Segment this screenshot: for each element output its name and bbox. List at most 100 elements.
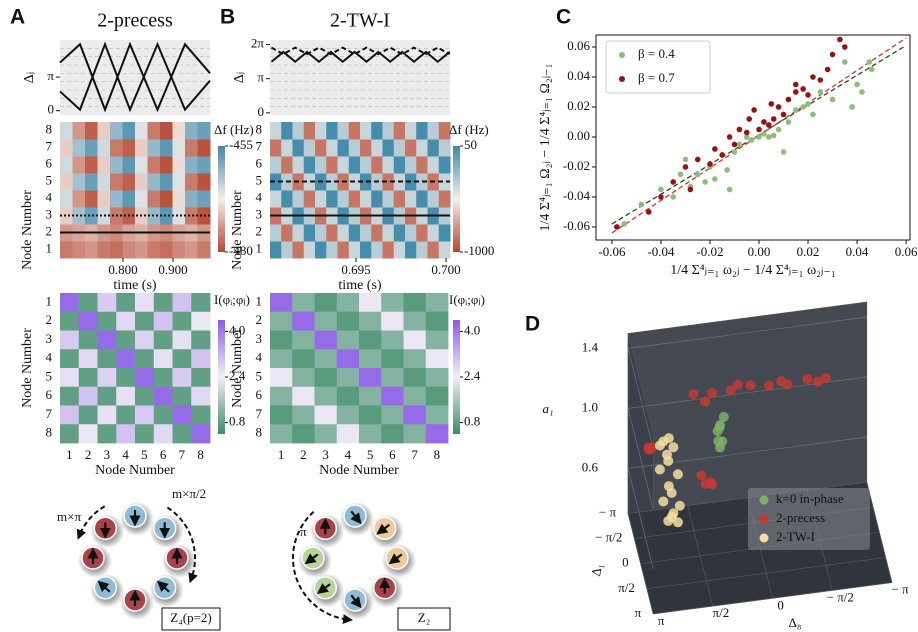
heatmap-cell — [122, 241, 136, 259]
heatmap-cell — [110, 156, 123, 174]
colorbar-tick-label: 2.4 — [464, 368, 481, 383]
x-tick-label: 0.695 — [341, 262, 370, 277]
legend-swatch — [759, 533, 769, 543]
heatmap-cell — [337, 190, 350, 208]
x-axis-label: time (s) — [113, 278, 156, 293]
x-tick-label: 1 — [66, 447, 73, 462]
colorbar — [218, 320, 225, 434]
matrix-cell — [135, 405, 155, 425]
grid-line — [627, 316, 867, 450]
matrix-cell — [172, 424, 192, 444]
heatmap-cell — [382, 173, 395, 191]
scatter-point — [658, 186, 664, 193]
matrix-cell — [336, 349, 360, 369]
colorbar — [453, 146, 460, 252]
y-axis-label: Δ₁ — [588, 562, 605, 577]
matrix-cell — [191, 368, 211, 388]
matrix-cell — [60, 386, 80, 406]
matrix-cell — [97, 386, 117, 406]
heatmap-cell — [326, 156, 338, 174]
heatmap-cell — [281, 122, 293, 140]
heatmap-cell — [281, 224, 293, 242]
y-tick-label: 0.06 — [567, 38, 590, 53]
x-tick-label: 3 — [322, 447, 329, 462]
x-tick-label: 5 — [141, 447, 148, 462]
heatmap-cell — [360, 139, 372, 157]
matrix-cell — [270, 311, 293, 331]
state-box — [397, 607, 451, 631]
y-tick-label: 4 — [46, 350, 53, 365]
matrix-cell — [314, 405, 338, 425]
colorbar-tick-label: 0.8 — [229, 414, 245, 429]
matrix-cell — [359, 330, 382, 350]
matrix-cell — [336, 311, 360, 331]
matrix-cell — [314, 368, 338, 388]
heatmap-cell — [135, 122, 148, 140]
matrix-cell — [425, 349, 449, 369]
scatter3d-point — [666, 511, 677, 522]
heatmap-cell — [438, 156, 451, 174]
heatmap-cell — [281, 241, 293, 259]
scatter-point — [670, 179, 677, 185]
y-tick-label: 8 — [46, 425, 53, 440]
heatmap-cell — [85, 122, 98, 140]
heatmap-cell — [60, 156, 73, 174]
heatmap-cell — [292, 241, 305, 259]
x-tick-label: 6 — [389, 447, 396, 462]
phase-trace — [59, 41, 211, 113]
scatter-point — [841, 59, 848, 65]
matrix-cell — [314, 330, 338, 350]
y-tick-label: π — [257, 70, 264, 85]
x-tick-label: 7 — [179, 447, 186, 462]
plot-background — [270, 40, 450, 115]
matrix-cell — [172, 311, 192, 331]
heatmap-cell — [147, 122, 161, 140]
heatmap-cell — [416, 156, 428, 174]
heatmap-cell — [147, 139, 161, 157]
x-tick-label: π/2 — [713, 605, 730, 620]
scatter3d-point — [725, 385, 736, 396]
heatmap-cell — [185, 122, 198, 140]
heatmap-cell — [172, 139, 186, 157]
phase-arrow — [350, 594, 362, 609]
heatmap-cell — [371, 241, 383, 259]
heatmap-cell — [348, 241, 361, 259]
matrix-cell — [425, 386, 449, 406]
heatmap-cell — [315, 139, 327, 157]
matrix-cell — [314, 293, 338, 313]
scatter-point — [748, 137, 755, 143]
heatmap-cell — [393, 122, 406, 140]
scatter-point — [800, 104, 806, 110]
state-box — [161, 607, 221, 631]
scatter3d-point — [663, 433, 674, 444]
heatmap-cell — [315, 190, 327, 208]
scatter-point — [726, 134, 733, 140]
matrix-cell — [403, 311, 427, 331]
matrix-cell — [270, 349, 293, 369]
heatmap-cell — [292, 224, 305, 242]
heatmap-cell — [270, 224, 282, 242]
matrix-cell — [60, 368, 80, 388]
heatmap-cell — [85, 241, 98, 259]
grid-line — [646, 557, 886, 590]
matrix-cell — [381, 368, 404, 388]
matrix-cell — [403, 368, 427, 388]
z-axis-label: a₁ — [542, 401, 553, 416]
scatter-point — [751, 107, 757, 113]
phase-trace — [270, 46, 451, 56]
heatmap-cell — [427, 122, 440, 140]
matrix-cell — [403, 293, 427, 313]
legend-label: β = 0.7 — [638, 70, 675, 85]
heatmap-cell — [110, 241, 123, 259]
matrix-cell — [78, 424, 98, 444]
rotation-arrow — [292, 511, 354, 625]
heatmap-cell — [416, 139, 428, 157]
state-label: Z₄(p=2) — [170, 610, 211, 625]
heatmap-cell — [303, 156, 316, 174]
x-axis-label: Node Number — [319, 463, 399, 478]
heatmap-cell — [172, 122, 186, 140]
legend-label: β = 0.4 — [638, 46, 675, 61]
colorbar-tick-label: 2.4 — [229, 368, 246, 383]
matrix-cell — [336, 424, 360, 444]
heatmap-cell — [427, 190, 440, 208]
